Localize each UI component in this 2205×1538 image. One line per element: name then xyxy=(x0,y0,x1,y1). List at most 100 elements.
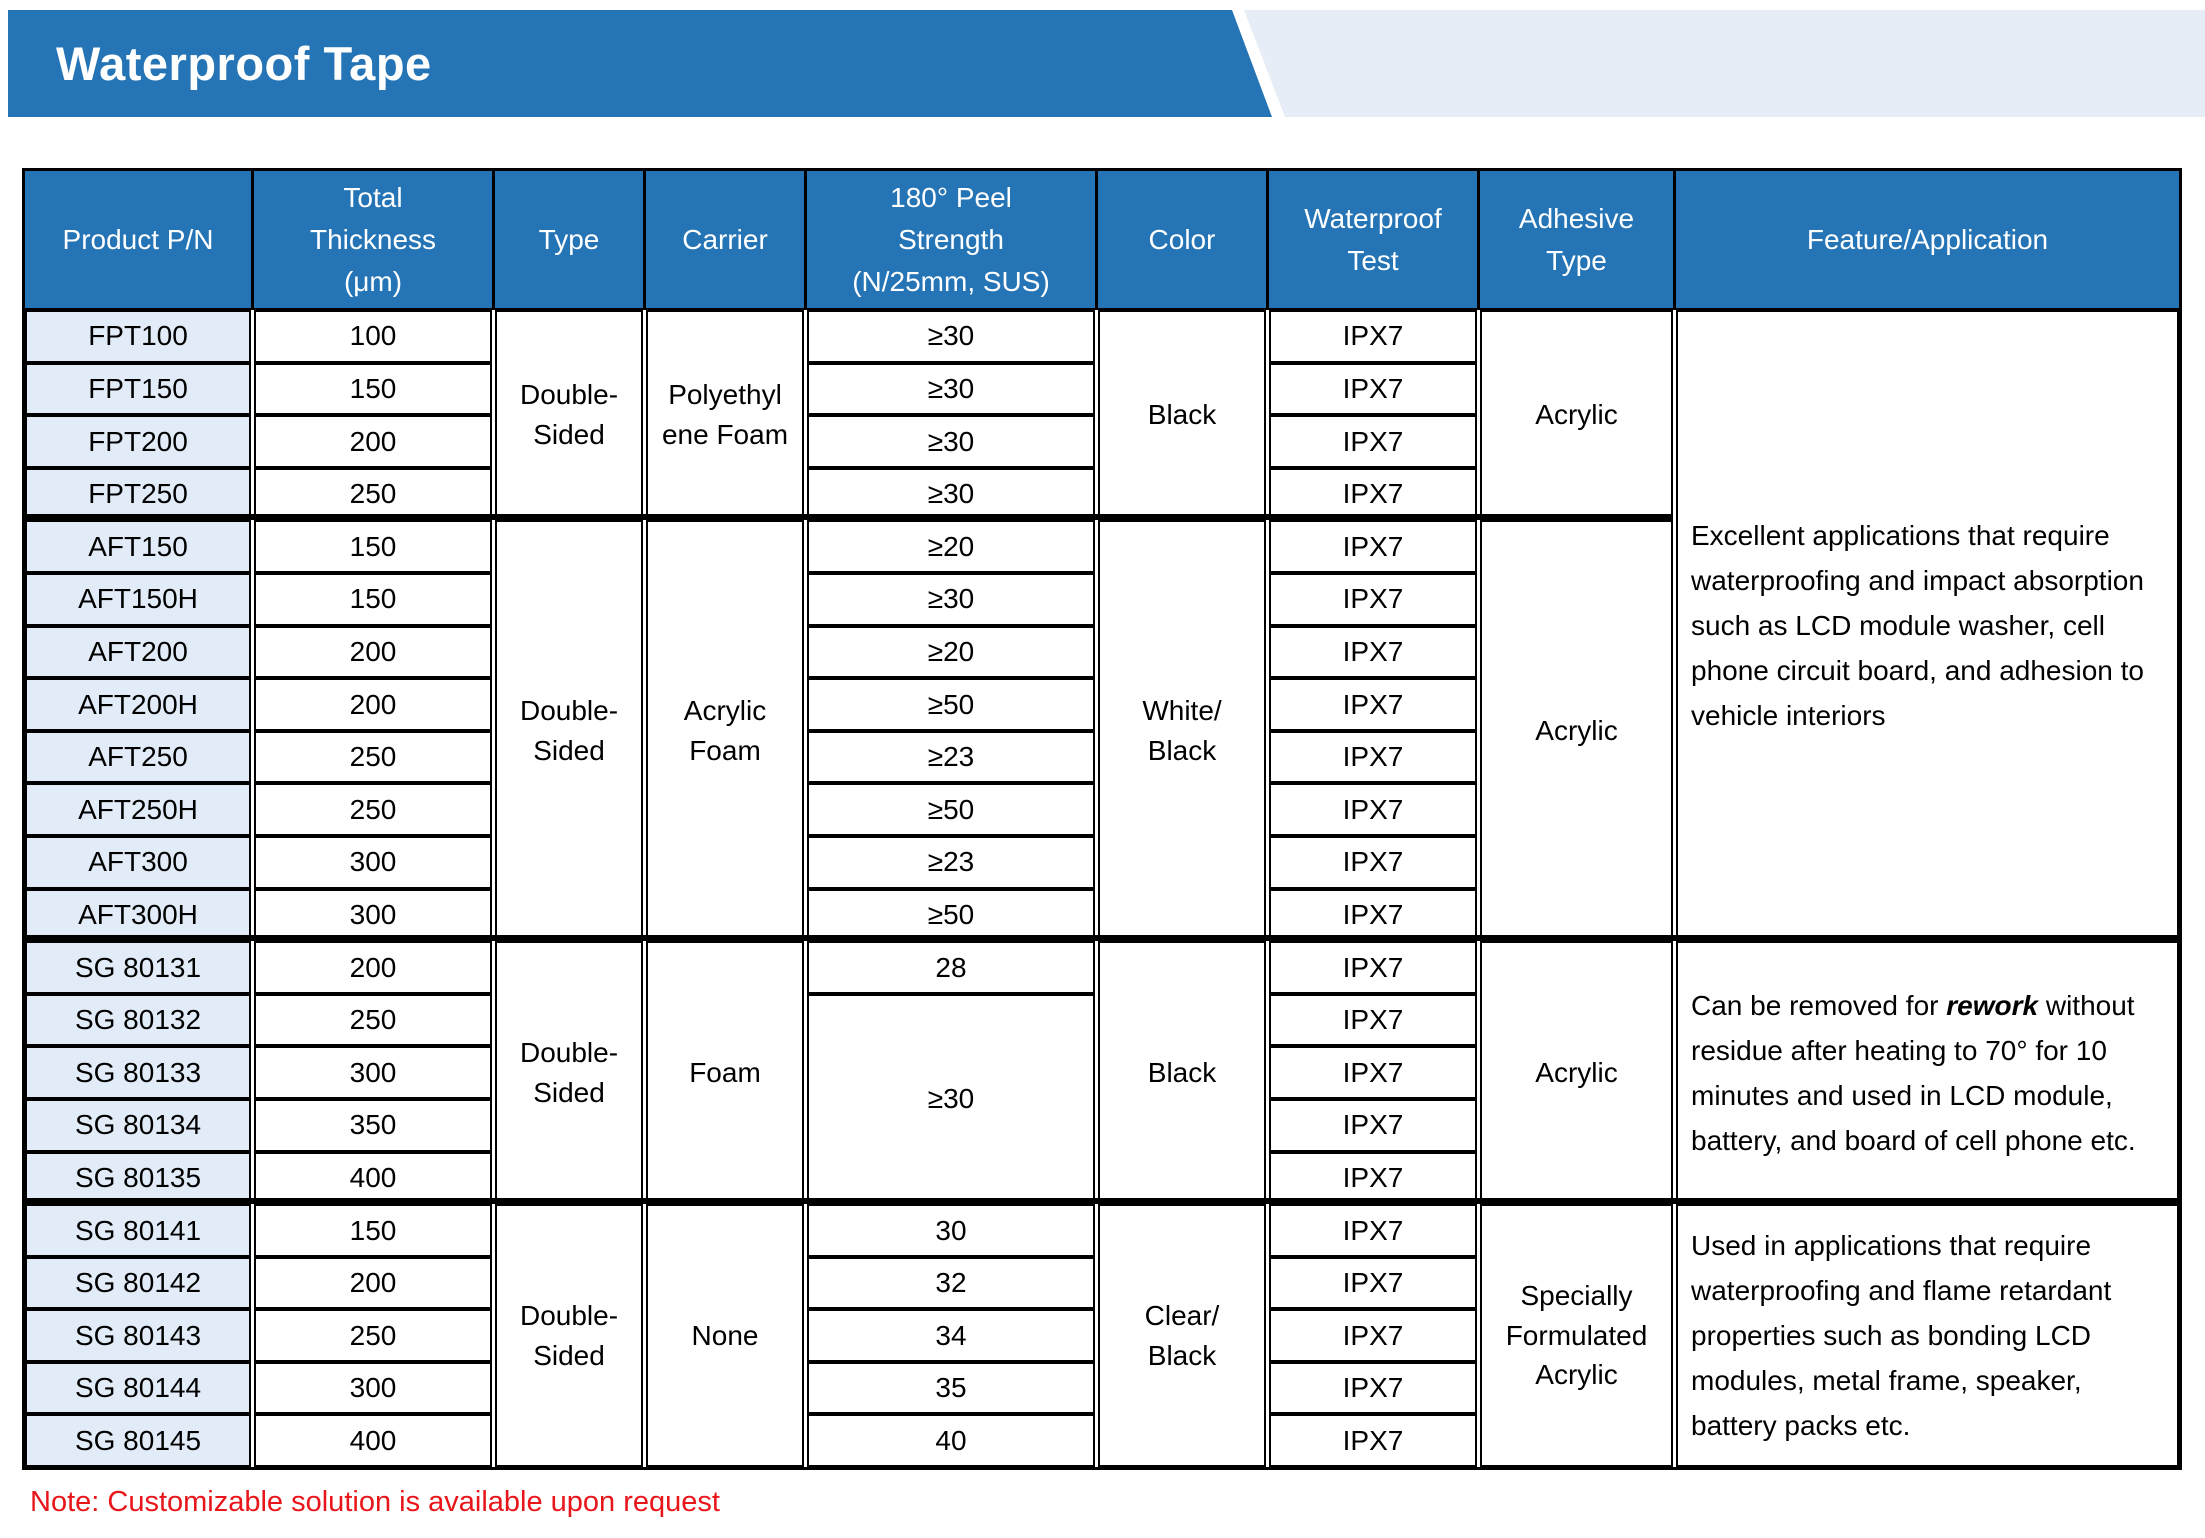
cell-total-thickness: 400 xyxy=(254,1151,492,1205)
cell-waterproof-test: IPX7 xyxy=(1269,888,1477,942)
cell-waterproof-test: IPX7 xyxy=(1269,1151,1477,1205)
cell-total-thickness: 200 xyxy=(254,678,492,731)
cell-peel-strength: 40 xyxy=(807,1414,1095,1468)
cell-total-thickness: 400 xyxy=(254,1414,492,1468)
header-feature-application: Feature/Application xyxy=(1676,171,2179,308)
group-separator xyxy=(25,935,2179,942)
cell-peel-strength: ≥30 xyxy=(807,572,1095,626)
cell-peel-strength: 34 xyxy=(807,1309,1095,1362)
cell-peel-strength: ≥50 xyxy=(807,888,1095,942)
cell-waterproof-test: IPX7 xyxy=(1269,730,1477,784)
title-banner: Waterproof Tape xyxy=(8,10,2205,117)
cell-peel-strength: ≥30 xyxy=(807,415,1095,468)
cell-peel-strength: ≥30 xyxy=(807,310,1095,363)
cell-adhesive-type: Specially Formulated Acrylic xyxy=(1480,1204,1673,1468)
cell-feature-application: Can be removed for rework without residu… xyxy=(1676,941,2179,1205)
cell-total-thickness: 150 xyxy=(254,362,492,416)
cell-product-pn: SG 80134 xyxy=(25,1098,251,1152)
cell-total-thickness: 300 xyxy=(254,1361,492,1415)
cell-product-pn: SG 80135 xyxy=(25,1151,251,1205)
cell-product-pn: SG 80143 xyxy=(25,1309,251,1362)
cell-type: Double- Sided xyxy=(495,520,643,942)
cell-adhesive-type: Acrylic xyxy=(1480,941,1673,1205)
cell-color: Black xyxy=(1098,310,1266,521)
cell-total-thickness: 150 xyxy=(254,572,492,626)
table-header-row: Product P/N Total Thickness (μm) Type Carri… xyxy=(25,171,2179,310)
header-type: Type xyxy=(495,171,643,308)
cell-peel-strength: ≥30 xyxy=(807,993,1095,1205)
header-product-pn: Product P/N xyxy=(25,171,251,308)
cell-total-thickness: 150 xyxy=(254,1204,492,1257)
cell-waterproof-test: IPX7 xyxy=(1269,310,1477,363)
cell-carrier: Foam xyxy=(646,941,804,1205)
cell-waterproof-test: IPX7 xyxy=(1269,993,1477,1047)
cell-product-pn: AFT250 xyxy=(25,730,251,784)
cell-color: Black xyxy=(1098,941,1266,1205)
page-title: Waterproof Tape xyxy=(56,37,432,90)
cell-color: Clear/ Black xyxy=(1098,1204,1266,1468)
cell-peel-strength: ≥30 xyxy=(807,362,1095,416)
cell-total-thickness: 200 xyxy=(254,941,492,994)
cell-product-pn: AFT300 xyxy=(25,835,251,889)
cell-waterproof-test: IPX7 xyxy=(1269,1361,1477,1415)
cell-product-pn: SG 80142 xyxy=(25,1256,251,1310)
cell-adhesive-type: Acrylic xyxy=(1480,310,1673,521)
cell-waterproof-test: IPX7 xyxy=(1269,941,1477,994)
cell-adhesive-type: Acrylic xyxy=(1480,520,1673,942)
banner-accent-shape xyxy=(1244,10,2205,117)
cell-product-pn: FPT250 xyxy=(25,467,251,521)
cell-waterproof-test: IPX7 xyxy=(1269,415,1477,468)
header-total-thickness: Total Thickness (μm) xyxy=(254,171,492,308)
cell-color: White/ Black xyxy=(1098,520,1266,942)
cell-carrier: None xyxy=(646,1204,804,1468)
cell-product-pn: SG 80133 xyxy=(25,1046,251,1099)
header-peel-strength: 180° Peel Strength (N/25mm, SUS) xyxy=(807,171,1095,308)
cell-peel-strength: ≥20 xyxy=(807,520,1095,573)
cell-product-pn: AFT250H xyxy=(25,783,251,836)
cell-product-pn: FPT200 xyxy=(25,415,251,468)
cell-carrier: Acrylic Foam xyxy=(646,520,804,942)
cell-peel-strength: ≥23 xyxy=(807,730,1095,784)
cell-total-thickness: 300 xyxy=(254,888,492,942)
cell-waterproof-test: IPX7 xyxy=(1269,625,1477,679)
cell-peel-strength: ≥50 xyxy=(807,783,1095,836)
cell-total-thickness: 200 xyxy=(254,1256,492,1310)
cell-total-thickness: 250 xyxy=(254,730,492,784)
cell-product-pn: FPT100 xyxy=(25,310,251,363)
header-carrier: Carrier xyxy=(646,171,804,308)
table-body: FPT100 FPT150 FPT200 FPT250 100 150 200 250 Doub… xyxy=(25,310,2179,1468)
cell-total-thickness: 250 xyxy=(254,1309,492,1362)
cell-total-thickness: 200 xyxy=(254,625,492,679)
cell-type: Double- Sided xyxy=(495,1204,643,1468)
cell-product-pn: AFT200H xyxy=(25,678,251,731)
cell-waterproof-test: IPX7 xyxy=(1269,783,1477,836)
cell-total-thickness: 200 xyxy=(254,415,492,468)
cell-product-pn: SG 80144 xyxy=(25,1361,251,1415)
cell-peel-strength: 28 xyxy=(807,941,1095,994)
cell-peel-strength: 32 xyxy=(807,1256,1095,1310)
cell-waterproof-test: IPX7 xyxy=(1269,572,1477,626)
cell-peel-strength: ≥50 xyxy=(807,678,1095,731)
cell-total-thickness: 250 xyxy=(254,783,492,836)
cell-total-thickness: 350 xyxy=(254,1098,492,1152)
header-color: Color xyxy=(1098,171,1266,308)
note-text: Note: Customizable solution is available… xyxy=(30,1486,720,1519)
cell-feature-application: Used in applications that require waterp… xyxy=(1676,1204,2179,1468)
cell-peel-strength: ≥20 xyxy=(807,625,1095,679)
cell-peel-strength: ≥23 xyxy=(807,835,1095,889)
cell-peel-strength: 35 xyxy=(807,1361,1095,1415)
cell-waterproof-test: IPX7 xyxy=(1269,520,1477,573)
cell-carrier: Polyethyl ene Foam xyxy=(646,310,804,521)
cell-product-pn: SG 80131 xyxy=(25,941,251,994)
header-adhesive-type: Adhesive Type xyxy=(1480,171,1673,308)
cell-product-pn: FPT150 xyxy=(25,362,251,416)
cell-peel-strength: 30 xyxy=(807,1204,1095,1257)
cell-waterproof-test: IPX7 xyxy=(1269,1309,1477,1362)
cell-total-thickness: 250 xyxy=(254,467,492,521)
cell-product-pn: AFT150H xyxy=(25,572,251,626)
cell-waterproof-test: IPX7 xyxy=(1269,835,1477,889)
cell-peel-strength: ≥30 xyxy=(807,467,1095,521)
cell-waterproof-test: IPX7 xyxy=(1269,362,1477,416)
banner-blue-shape xyxy=(8,10,1272,117)
cell-total-thickness: 300 xyxy=(254,835,492,889)
